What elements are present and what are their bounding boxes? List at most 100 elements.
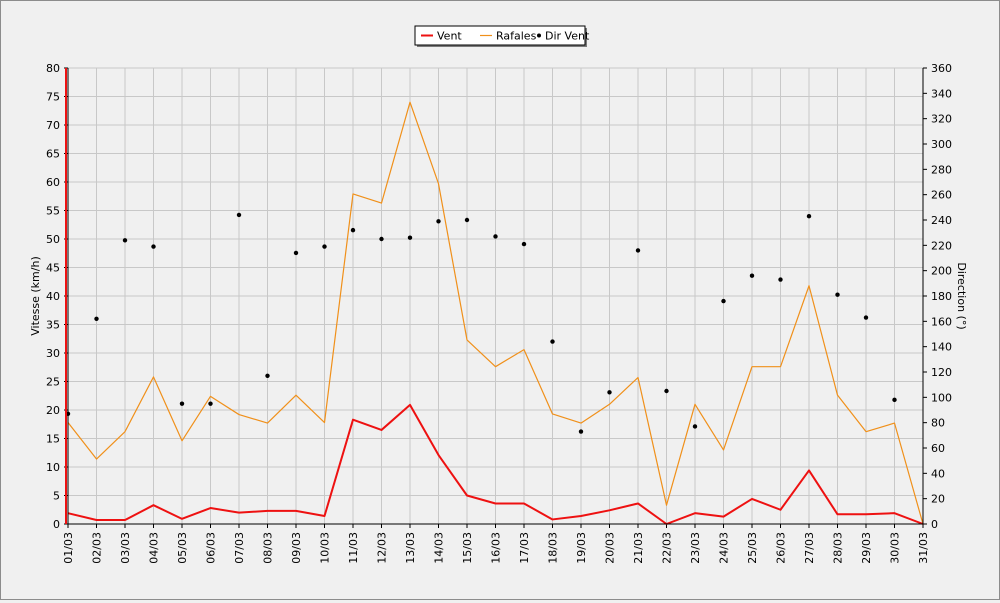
horizontal-gridlines (68, 67, 923, 525)
left-tick-label: 60 (46, 176, 60, 189)
dir-vent-point (293, 250, 299, 256)
x-tick-label: 15/03 (461, 532, 474, 564)
dir-vent-point (436, 219, 441, 224)
left-axis-ticks: 0 5 10 15 20 25 30 35 40 45 50 55 60 65 70 75 80 (46, 62, 68, 531)
dir-vent-point (578, 429, 584, 434)
right-tick-label: 60 (931, 442, 945, 455)
series-layer (65, 101, 924, 525)
left-tick-label: 0 (53, 518, 60, 531)
left-tick-label: 5 (53, 490, 60, 503)
dir-vent-point (407, 235, 413, 240)
x-tick-label: 06/03 (205, 532, 218, 564)
dir-vent-point (806, 214, 812, 219)
right-tick-label: 240 (931, 214, 952, 227)
dir-vent-point (493, 234, 498, 239)
y-axis-label-right: Direction (°) (955, 262, 968, 329)
legend-label-dir-vent: Dir Vent (545, 30, 590, 43)
x-tick-label: 27/03 (803, 532, 816, 564)
x-tick-label: 22/03 (661, 532, 674, 564)
x-tick-label: 30/03 (889, 532, 902, 564)
right-tick-label: 300 (931, 138, 952, 151)
right-tick-label: 0 (931, 518, 938, 531)
right-tick-label: 140 (931, 341, 952, 354)
legend-swatch-dir-vent (537, 33, 541, 38)
left-tick-label: 30 (46, 347, 60, 360)
x-tick-label: 18/03 (547, 532, 560, 564)
right-tick-label: 120 (931, 366, 952, 379)
left-tick-label: 65 (46, 148, 60, 161)
dir-vent-point (778, 277, 783, 282)
legend-label-rafales: Rafales (496, 30, 537, 43)
right-tick-label: 340 (931, 87, 952, 100)
right-tick-label: 180 (931, 290, 952, 303)
x-tick-label: 23/03 (689, 532, 702, 564)
dir-vent-point (692, 424, 698, 429)
left-tick-label: 45 (46, 262, 60, 275)
right-tick-label: 20 (931, 493, 945, 506)
right-tick-label: 260 (931, 189, 952, 202)
dir-vent-point (236, 212, 242, 218)
dir-vent-point (322, 244, 327, 249)
x-tick-label: 01/03 (62, 532, 75, 564)
x-tick-label: 03/03 (119, 532, 132, 564)
left-tick-label: 10 (46, 461, 60, 474)
x-tick-label: 28/03 (832, 532, 845, 564)
x-tick-label: 10/03 (319, 532, 332, 564)
dir-vent-point (350, 227, 356, 233)
x-tick-label: 20/03 (604, 532, 617, 564)
x-tick-label: 25/03 (746, 532, 759, 564)
right-tick-label: 160 (931, 315, 952, 328)
legend: Vent Rafales Dir Vent (414, 25, 590, 47)
left-tick-label: 25 (46, 376, 60, 389)
dir-vent-point (151, 244, 156, 249)
dir-vent-point (863, 315, 869, 320)
left-tick-label: 35 (46, 319, 60, 332)
right-tick-label: 360 (931, 62, 952, 75)
x-tick-label: 16/03 (490, 532, 503, 564)
x-tick-label: 05/03 (176, 532, 189, 564)
right-tick-label: 280 (931, 163, 952, 176)
dir-vent-point (94, 316, 99, 321)
x-tick-label: 21/03 (632, 532, 645, 564)
left-tick-label: 55 (46, 205, 60, 218)
dir-vent-point (265, 373, 270, 378)
x-tick-label: 04/03 (148, 532, 161, 564)
x-tick-label: 26/03 (775, 532, 788, 564)
left-tick-label: 40 (46, 290, 60, 303)
right-tick-label: 200 (931, 265, 952, 278)
dir-vent-point (208, 401, 213, 406)
left-tick-label: 75 (46, 91, 60, 104)
legend-box (414, 25, 586, 46)
dir-vent-point (892, 397, 897, 403)
dir-vent-point (835, 292, 840, 297)
right-tick-label: 80 (931, 417, 945, 430)
x-tick-label: 07/03 (233, 532, 246, 564)
left-tick-label: 50 (46, 233, 60, 246)
dir-vent-point (521, 241, 527, 247)
right-tick-label: 320 (931, 113, 952, 126)
dir-vent-point (664, 388, 669, 394)
x-tick-label: 11/03 (347, 532, 360, 564)
dir-vent-point (179, 401, 185, 406)
dir-vent-point (122, 238, 128, 243)
x-tick-label: 14/03 (433, 532, 446, 564)
x-tick-label: 08/03 (262, 532, 275, 564)
rafales-series-line (67, 101, 924, 525)
y-axis-label-left: Vitesse (km/h) (29, 256, 42, 336)
dir-vent-point (635, 248, 641, 253)
left-tick-label: 15 (46, 433, 60, 446)
x-tick-label: 17/03 (518, 532, 531, 564)
right-tick-label: 40 (931, 467, 945, 480)
left-tick-label: 70 (46, 119, 60, 132)
x-tick-label: 09/03 (290, 532, 303, 564)
dir-vent-point (721, 298, 726, 304)
x-tick-label: 12/03 (376, 532, 389, 564)
dir-vent-point (607, 390, 612, 395)
x-tick-label: 24/03 (718, 532, 731, 564)
right-tick-label: 220 (931, 239, 952, 252)
left-tick-label: 80 (46, 62, 60, 75)
x-tick-label: 31/03 (917, 532, 930, 564)
vent-series-line (67, 403, 924, 525)
